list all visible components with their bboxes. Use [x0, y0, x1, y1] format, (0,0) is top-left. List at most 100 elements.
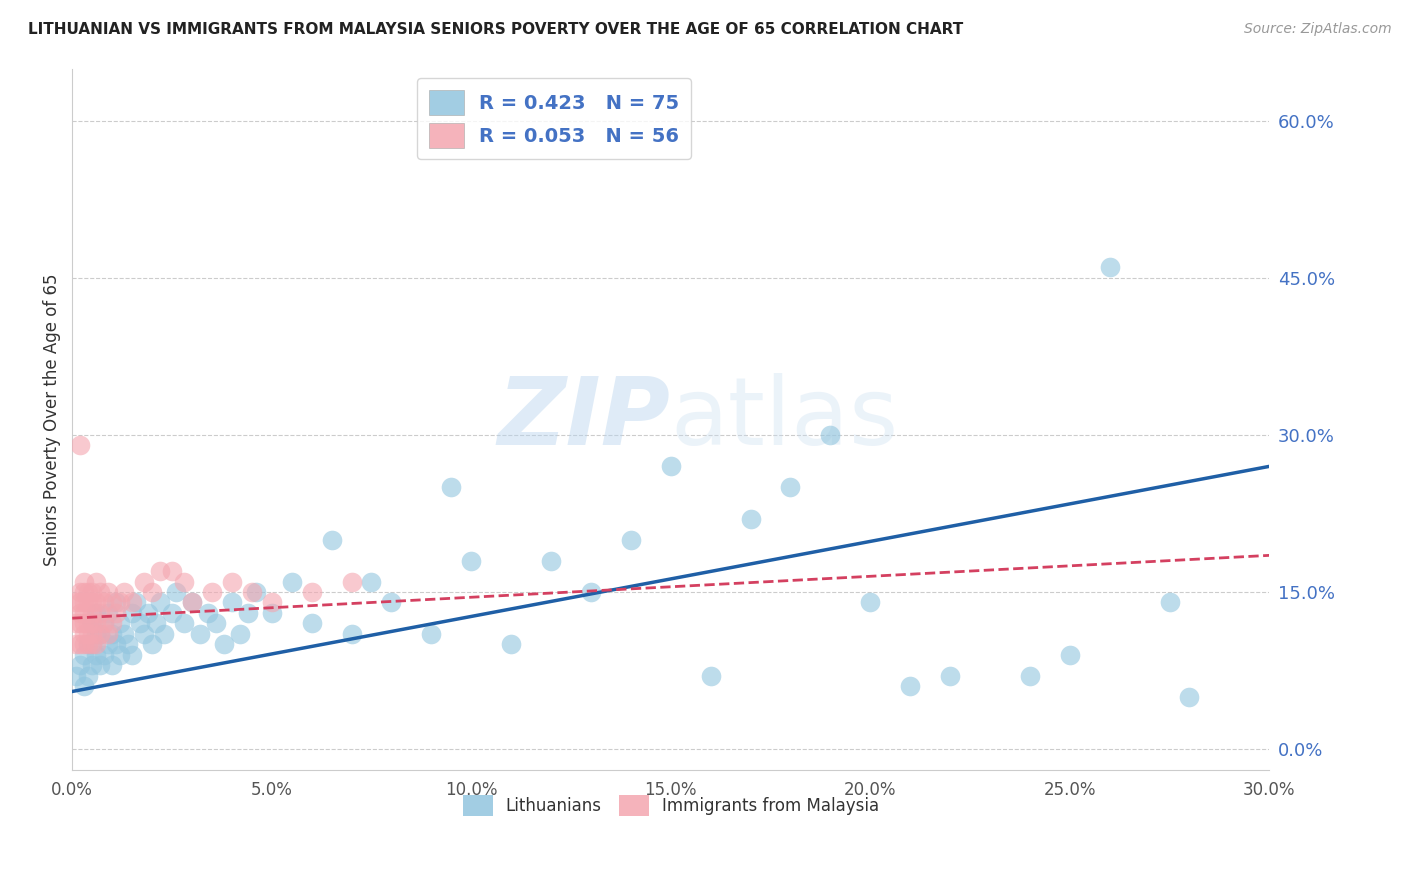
- Point: [173, 574, 195, 589]
- Point: [160, 564, 183, 578]
- Text: LITHUANIAN VS IMMIGRANTS FROM MALAYSIA SENIORS POVERTY OVER THE AGE OF 65 CORREL: LITHUANIAN VS IMMIGRANTS FROM MALAYSIA S…: [28, 22, 963, 37]
- Point: [73, 595, 96, 609]
- Point: [181, 595, 204, 609]
- Point: [101, 595, 124, 609]
- Point: [101, 658, 124, 673]
- Point: [132, 627, 155, 641]
- Point: [105, 637, 128, 651]
- Point: [73, 616, 96, 631]
- Point: [149, 595, 172, 609]
- Point: [1098, 260, 1121, 275]
- Point: [89, 627, 111, 641]
- Point: [245, 585, 267, 599]
- Point: [108, 595, 131, 609]
- Point: [73, 679, 96, 693]
- Point: [73, 637, 96, 651]
- Point: [221, 595, 243, 609]
- Point: [82, 637, 104, 651]
- Point: [89, 606, 111, 620]
- Point: [65, 616, 87, 631]
- Point: [101, 627, 124, 641]
- Point: [84, 648, 107, 662]
- Point: [620, 533, 643, 547]
- Point: [84, 606, 107, 620]
- Point: [659, 459, 682, 474]
- Legend: Lithuanians, Immigrants from Malaysia: Lithuanians, Immigrants from Malaysia: [454, 787, 887, 825]
- Text: Source: ZipAtlas.com: Source: ZipAtlas.com: [1244, 22, 1392, 37]
- Point: [82, 616, 104, 631]
- Point: [1059, 648, 1081, 662]
- Point: [105, 595, 128, 609]
- Text: atlas: atlas: [671, 373, 898, 466]
- Point: [77, 627, 100, 641]
- Point: [212, 637, 235, 651]
- Point: [173, 616, 195, 631]
- Point: [340, 574, 363, 589]
- Point: [501, 637, 523, 651]
- Point: [141, 637, 163, 651]
- Point: [101, 616, 124, 631]
- Point: [69, 438, 91, 452]
- Point: [65, 669, 87, 683]
- Point: [69, 585, 91, 599]
- Point: [1159, 595, 1181, 609]
- Point: [205, 616, 228, 631]
- Point: [77, 585, 100, 599]
- Point: [939, 669, 962, 683]
- Point: [112, 627, 135, 641]
- Point: [84, 574, 107, 589]
- Point: [229, 627, 252, 641]
- Point: [108, 648, 131, 662]
- Point: [820, 428, 842, 442]
- Point: [280, 574, 302, 589]
- Point: [460, 553, 482, 567]
- Point: [84, 595, 107, 609]
- Point: [93, 616, 115, 631]
- Point: [440, 480, 463, 494]
- Point: [121, 606, 143, 620]
- Point: [121, 595, 143, 609]
- Point: [108, 616, 131, 631]
- Point: [105, 606, 128, 620]
- Point: [93, 616, 115, 631]
- Point: [82, 595, 104, 609]
- Point: [132, 574, 155, 589]
- Point: [97, 637, 120, 651]
- Point: [77, 595, 100, 609]
- Point: [69, 658, 91, 673]
- Point: [153, 627, 176, 641]
- Point: [188, 627, 211, 641]
- Point: [77, 616, 100, 631]
- Point: [73, 585, 96, 599]
- Point: [77, 637, 100, 651]
- Point: [129, 616, 152, 631]
- Point: [93, 595, 115, 609]
- Point: [97, 627, 120, 641]
- Point: [1178, 690, 1201, 704]
- Point: [160, 606, 183, 620]
- Point: [197, 606, 219, 620]
- Point: [236, 606, 259, 620]
- Point: [221, 574, 243, 589]
- Point: [779, 480, 801, 494]
- Point: [420, 627, 443, 641]
- Point: [82, 637, 104, 651]
- Point: [73, 606, 96, 620]
- Point: [65, 637, 87, 651]
- Point: [360, 574, 382, 589]
- Point: [77, 669, 100, 683]
- Point: [89, 658, 111, 673]
- Point: [69, 606, 91, 620]
- Point: [82, 606, 104, 620]
- Text: ZIP: ZIP: [498, 373, 671, 466]
- Point: [73, 627, 96, 641]
- Point: [321, 533, 343, 547]
- Point: [117, 637, 139, 651]
- Y-axis label: Seniors Poverty Over the Age of 65: Seniors Poverty Over the Age of 65: [44, 273, 60, 566]
- Point: [97, 585, 120, 599]
- Point: [69, 616, 91, 631]
- Point: [579, 585, 602, 599]
- Point: [89, 585, 111, 599]
- Point: [73, 648, 96, 662]
- Point: [77, 637, 100, 651]
